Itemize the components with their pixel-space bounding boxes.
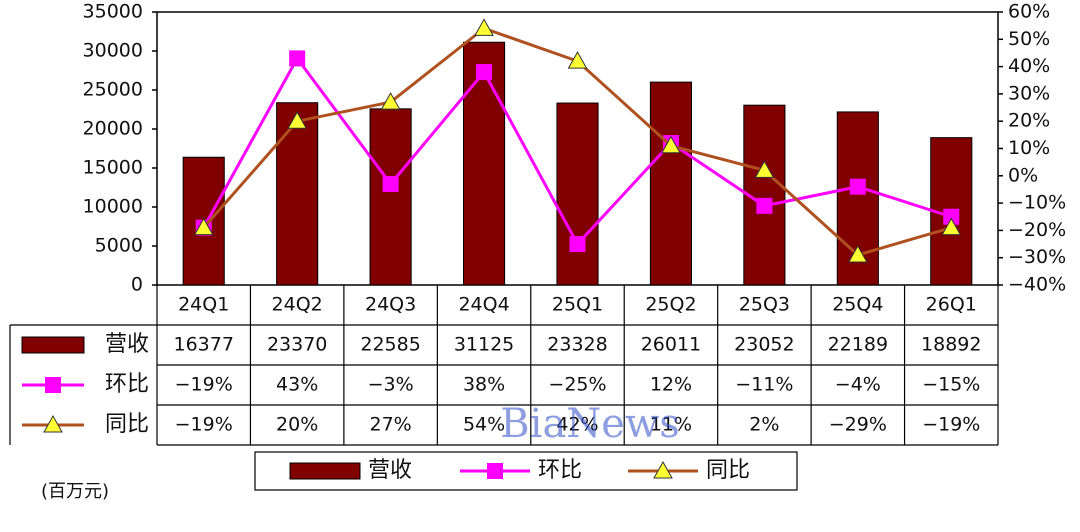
y2-tick-label: −30%: [1008, 246, 1066, 268]
legend-label: 营收: [368, 458, 412, 483]
point: [847, 244, 868, 263]
table-value: −25%: [548, 374, 606, 396]
table-value: −19%: [922, 414, 980, 436]
legend-swatch: [21, 336, 85, 354]
table-value: 16377: [173, 334, 233, 356]
y2-tick-label: 30%: [1008, 82, 1050, 104]
table-value: 11%: [650, 414, 692, 436]
y-tick-label: 30000: [83, 40, 143, 62]
legend-swatch: [289, 462, 361, 480]
legend-marker: [45, 377, 61, 393]
x-tick-label: 24Q2: [272, 294, 323, 316]
point: [661, 135, 681, 154]
x-tick-label: 24Q1: [178, 294, 229, 316]
y-tick-label: 25000: [83, 79, 143, 101]
table-value: −29%: [829, 414, 887, 436]
table-value: 23052: [734, 334, 794, 356]
point: [474, 18, 494, 36]
y-tick-label: 5000: [95, 235, 143, 257]
point: [287, 111, 308, 129]
legend-label: 环比: [538, 458, 582, 483]
table-value: 18892: [921, 334, 981, 356]
table-value: 43%: [276, 374, 318, 396]
point: [754, 160, 775, 178]
table-value: −19%: [175, 414, 233, 436]
x-tick-label: 25Q2: [645, 294, 696, 316]
table-value: 42%: [556, 414, 598, 436]
table-value: 23328: [547, 334, 607, 356]
point: [382, 175, 399, 192]
y2-tick-label: 20%: [1008, 110, 1050, 132]
table-value: 22189: [828, 334, 888, 356]
table-row-label: 同比: [105, 412, 149, 437]
table-value: 2%: [749, 414, 779, 436]
table-row-label: 环比: [105, 372, 149, 397]
y-tick-label: 20000: [83, 118, 143, 140]
bar: [649, 81, 693, 286]
table-value: 23370: [267, 334, 327, 356]
legend-marker: [653, 460, 673, 479]
legend-marker: [487, 463, 503, 479]
y-tick-label: 35000: [83, 1, 143, 23]
point: [756, 197, 773, 214]
y2-tick-label: 0%: [1008, 164, 1038, 186]
bar: [276, 102, 319, 286]
x-tick-label: 25Q3: [739, 294, 790, 316]
table-value: 26011: [641, 334, 701, 356]
table-value: −19%: [175, 374, 233, 396]
table-value: 22585: [360, 334, 420, 356]
x-tick-label: 25Q1: [552, 294, 603, 316]
y-tick-label: 15000: [83, 157, 143, 179]
table-row-label: 营收: [105, 332, 149, 357]
y-tick-label: 10000: [83, 196, 143, 218]
y2-tick-label: −10%: [1008, 192, 1066, 214]
y2-tick-label: 60%: [1008, 1, 1050, 23]
point: [193, 217, 214, 236]
x-tick-label: 26Q1: [926, 294, 977, 316]
y2-tick-label: 50%: [1008, 28, 1050, 50]
y2-tick-label: −20%: [1008, 219, 1066, 241]
point: [567, 51, 588, 69]
point: [289, 50, 306, 67]
point: [380, 92, 401, 110]
table-value: 38%: [463, 374, 505, 396]
table-value: 31125: [454, 334, 514, 356]
point: [569, 236, 586, 253]
y2-tick-label: 10%: [1008, 137, 1050, 159]
watermark: BiaNews: [500, 401, 679, 447]
y2-tick-label: −40%: [1008, 274, 1066, 296]
point: [476, 64, 493, 81]
bar: [556, 102, 599, 286]
bar: [462, 41, 506, 286]
bar: [369, 108, 412, 286]
table-value: −15%: [922, 374, 980, 396]
x-tick-label: 25Q4: [832, 294, 883, 316]
point: [943, 208, 960, 225]
legend-box: [254, 451, 798, 491]
table-value: −3%: [368, 374, 414, 396]
x-tick-label: 24Q3: [365, 294, 416, 316]
point: [941, 217, 962, 236]
table-value: −11%: [735, 374, 793, 396]
table-value: 20%: [276, 414, 318, 436]
legend-label: 同比: [706, 458, 750, 483]
table-value: 27%: [369, 414, 411, 436]
y-tick-label: 0: [131, 274, 143, 296]
x-tick-label: 24Q4: [458, 294, 509, 316]
point: [849, 178, 866, 195]
y2-tick-label: 40%: [1008, 55, 1050, 77]
table-value: 12%: [650, 374, 692, 396]
table-value: −4%: [835, 374, 881, 396]
table-value: 54%: [463, 414, 505, 436]
legend-marker: [43, 414, 63, 433]
unit-label: (百万元): [41, 481, 109, 502]
